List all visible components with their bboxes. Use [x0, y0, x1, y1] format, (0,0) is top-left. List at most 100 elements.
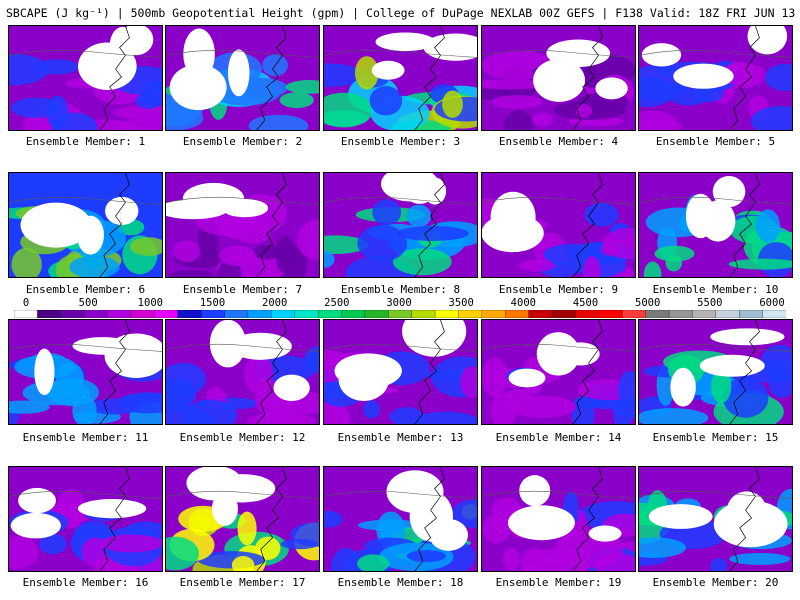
colorbar-segment: [715, 310, 740, 318]
ensemble-member-map: [8, 172, 163, 278]
colorbar-segment: [60, 310, 85, 318]
ensemble-member-label: Ensemble Member: 14: [495, 431, 622, 444]
colorbar-segment: [434, 310, 459, 318]
colorbar-segment: [692, 310, 717, 318]
sbcape-field: [9, 320, 162, 424]
sbcape-field: [482, 26, 635, 130]
colorbar-segment: [317, 310, 342, 318]
ensemble-member-map: [165, 466, 320, 572]
colorbar-segment: [84, 310, 109, 318]
sbcape-field: [9, 467, 162, 571]
sbcape-field: [639, 26, 792, 130]
colorbar-segment: [364, 310, 389, 318]
ensemble-member-map: [165, 319, 320, 425]
ensemble-member-map: [323, 172, 478, 278]
colorbar-segment: [645, 310, 670, 318]
colorbar-segment: [200, 310, 225, 318]
colorbar-segment: [762, 310, 786, 318]
ensemble-member-label: Ensemble Member: 5: [655, 135, 776, 148]
ensemble-member-label: Ensemble Member: 3: [340, 135, 461, 148]
ensemble-member-label: Ensemble Member: 2: [182, 135, 303, 148]
colorbar-segment: [505, 310, 530, 318]
colorbar-tick-label: 5500: [697, 297, 723, 309]
colorbar-tick-label: 2500: [324, 297, 350, 309]
ensemble-member-label: Ensemble Member: 16: [22, 576, 149, 589]
colorbar-segment: [388, 310, 413, 318]
ensemble-member-map: [165, 172, 320, 278]
ensemble-member-label: Ensemble Member: 8: [340, 283, 461, 296]
ensemble-member-label: Ensemble Member: 12: [179, 431, 306, 444]
sbcape-field: [166, 173, 319, 277]
ensemble-member-label: Ensemble Member: 18: [337, 576, 464, 589]
sbcape-field: [324, 320, 477, 424]
ensemble-member-label: Ensemble Member: 9: [498, 283, 619, 296]
sbcape-field: [482, 320, 635, 424]
colorbar-segment: [668, 310, 693, 318]
colorbar-tick-label: 1500: [199, 297, 226, 309]
ensemble-member-map: [638, 319, 793, 425]
ensemble-member-map: [481, 172, 636, 278]
sbcape-field: [324, 173, 477, 277]
map-title: SBCAPE (J kg⁻¹) | 500mb Geopotential Hei…: [6, 6, 800, 20]
ensemble-member-map: [165, 25, 320, 131]
sbcape-colorbar: [14, 310, 786, 318]
ensemble-member-map: [323, 25, 478, 131]
ensemble-member-label: Ensemble Member: 7: [182, 283, 303, 296]
colorbar-segment: [154, 310, 179, 318]
colorbar-tick-label: 3000: [386, 297, 412, 309]
colorbar-tick-label: 4500: [572, 297, 599, 309]
colorbar-tick-labels: 0 500 1000 1500 2000 2500 3000 3500 4000 4500 5000…: [0, 297, 800, 309]
colorbar-tick-label: 6000: [759, 297, 785, 309]
ensemble-member-label: Ensemble Member: 20: [652, 576, 779, 589]
colorbar-segment: [37, 310, 62, 318]
colorbar-tick-label: 5000: [635, 297, 661, 309]
colorbar-tick-label: 3500: [448, 297, 474, 309]
colorbar-tick-label: 2000: [262, 297, 288, 309]
sbcape-field: [482, 173, 635, 277]
ensemble-member-label: Ensemble Member: 19: [495, 576, 622, 589]
ensemble-member-map: [8, 319, 163, 425]
sbcape-field: [166, 26, 319, 130]
sbcape-field: [639, 173, 792, 277]
ensemble-member-map: [8, 466, 163, 572]
colorbar-segment: [739, 310, 764, 318]
ensemble-member-map: [8, 25, 163, 131]
colorbar-segment: [598, 310, 623, 318]
sbcape-field: [324, 26, 477, 130]
colorbar-tick-label: 4000: [510, 297, 536, 309]
ensemble-member-map: [481, 319, 636, 425]
ensemble-member-map: [638, 25, 793, 131]
ensemble-member-label: Ensemble Member: 13: [337, 431, 464, 444]
colorbar-segment: [411, 310, 436, 318]
colorbar-segment: [130, 310, 155, 318]
colorbar-segment: [575, 310, 600, 318]
ensemble-member-label: Ensemble Member: 10: [652, 283, 779, 296]
ensemble-member-map: [481, 466, 636, 572]
ensemble-member-label: Ensemble Member: 17: [179, 576, 306, 589]
colorbar-tick-label: 500: [78, 297, 98, 309]
sbcape-field: [324, 467, 477, 571]
sbcape-field: [9, 173, 162, 277]
ensemble-member-map: [638, 172, 793, 278]
ensemble-member-label: Ensemble Member: 11: [22, 431, 149, 444]
colorbar-segment: [271, 310, 296, 318]
ensemble-member-map: [481, 25, 636, 131]
sbcape-field: [166, 467, 319, 571]
ensemble-member-map: [323, 319, 478, 425]
colorbar-segment: [247, 310, 272, 318]
ensemble-member-label: Ensemble Member: 6: [25, 283, 146, 296]
sbcape-field: [166, 320, 319, 424]
colorbar-tick-label: 1000: [137, 297, 163, 309]
colorbar-segment: [622, 310, 647, 318]
colorbar-segment: [177, 310, 202, 318]
sbcape-field: [639, 320, 792, 424]
colorbar-tick-label: 0: [22, 297, 30, 309]
ensemble-member-map: [638, 466, 793, 572]
colorbar-segment: [294, 310, 319, 318]
colorbar-segment: [14, 310, 38, 318]
sbcape-field: [639, 467, 792, 571]
ensemble-member-label: Ensemble Member: 1: [25, 135, 146, 148]
colorbar-segment: [551, 310, 576, 318]
ensemble-member-map: [323, 466, 478, 572]
colorbar-segment: [224, 310, 249, 318]
